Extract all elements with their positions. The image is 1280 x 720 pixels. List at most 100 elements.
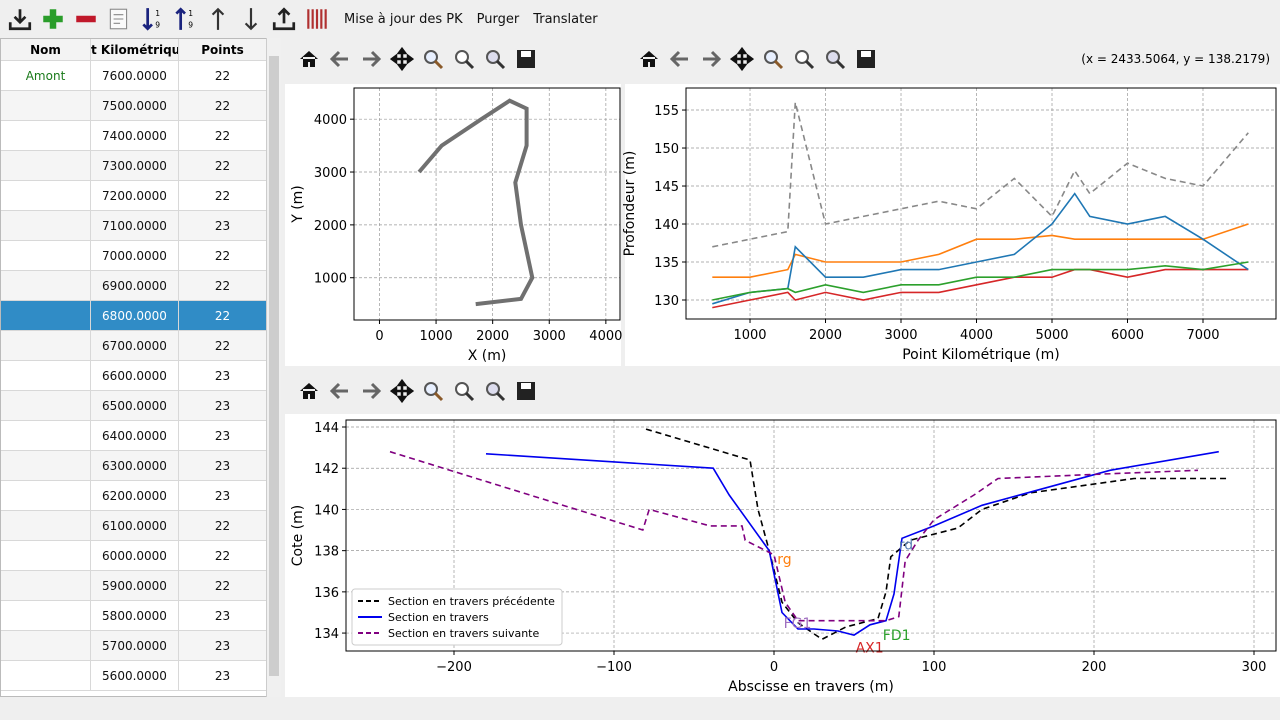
y-tick-label: 1000	[314, 272, 347, 287]
export[interactable]	[271, 6, 297, 32]
x-tick-label: 4000	[589, 329, 622, 344]
y-tick-label: 2000	[314, 219, 347, 234]
save[interactable]	[514, 47, 538, 71]
annotation: FD1	[883, 628, 911, 644]
table-row[interactable]: 6200.0000 23	[1, 481, 267, 511]
sort-up[interactable]: 19	[172, 6, 198, 32]
notes[interactable]	[106, 6, 132, 32]
y-tick-label: 130	[654, 294, 679, 309]
y-tick-label: 138	[314, 545, 339, 560]
pan[interactable]	[390, 47, 414, 71]
home[interactable]	[297, 47, 321, 71]
forward[interactable]	[359, 47, 383, 71]
forward[interactable]	[359, 379, 383, 403]
table-row[interactable]: 6400.0000 23	[1, 421, 267, 451]
profile-toolbar	[630, 40, 878, 78]
table-cell: 7300.0000	[91, 151, 179, 181]
table-cell	[1, 211, 91, 241]
y-tick-label: 144	[314, 421, 339, 436]
zoom-fit[interactable]	[483, 47, 507, 71]
pan[interactable]	[730, 47, 754, 71]
table-row[interactable]: 7000.0000 22	[1, 241, 267, 271]
zoom-one[interactable]	[452, 47, 476, 71]
table-cell: 6300.0000	[91, 451, 179, 481]
table-cell: 5900.0000	[91, 571, 179, 601]
y-axis-label: Y (m)	[290, 185, 306, 224]
series-line	[645, 428, 1230, 641]
table-row[interactable]: 7500.0000 22	[1, 91, 267, 121]
x-tick-label: 6000	[1111, 328, 1144, 343]
table-cell	[1, 481, 91, 511]
zoom-fit[interactable]	[483, 379, 507, 403]
table-cell: 6600.0000	[91, 361, 179, 391]
pan[interactable]	[390, 379, 414, 403]
table-row[interactable]: 6100.0000 22	[1, 511, 267, 541]
table-row[interactable]: 6500.0000 23	[1, 391, 267, 421]
table-row[interactable]: 6000.0000 22	[1, 541, 267, 571]
forward[interactable]	[699, 47, 723, 71]
zoom-fit[interactable]	[823, 47, 847, 71]
move-down[interactable]	[238, 6, 264, 32]
axes-frame	[353, 87, 621, 321]
x-tick-label: 0	[375, 329, 383, 344]
sort-down[interactable]: 19	[139, 6, 165, 32]
table-row[interactable]: 7200.0000 22	[1, 181, 267, 211]
zoom[interactable]	[761, 47, 785, 71]
table-row[interactable]: 6700.0000 22	[1, 331, 267, 361]
svg-text:1: 1	[188, 9, 193, 18]
zoom-one[interactable]	[792, 47, 816, 71]
table-row[interactable]: 5600.0000 23	[1, 661, 267, 691]
zoom-one[interactable]	[452, 379, 476, 403]
series-line	[485, 450, 1219, 636]
add[interactable]	[40, 6, 66, 32]
remove[interactable]	[73, 6, 99, 32]
series-line	[389, 450, 1199, 622]
table-cell: 6500.0000	[91, 391, 179, 421]
table-row[interactable]: 6300.0000 23	[1, 451, 267, 481]
back[interactable]	[328, 47, 352, 71]
table-row[interactable]: 6900.0000 22	[1, 271, 267, 301]
y-tick-label: 140	[654, 218, 679, 233]
table-row[interactable]: 6800.0000 22	[1, 301, 267, 331]
table-row[interactable]: 7400.0000 22	[1, 121, 267, 151]
import[interactable]	[7, 6, 33, 32]
x-tick-label: 3000	[533, 329, 566, 344]
home[interactable]	[637, 47, 661, 71]
scrollbar[interactable]	[266, 38, 281, 697]
table-cell	[1, 241, 91, 271]
table-cell	[1, 181, 91, 211]
save[interactable]	[854, 47, 878, 71]
x-tick-label: 200	[1082, 660, 1107, 675]
back[interactable]	[328, 379, 352, 403]
table-cell	[1, 631, 91, 661]
annotation: AX1	[856, 640, 884, 656]
scroll-thumb[interactable]	[269, 56, 279, 676]
home[interactable]	[297, 379, 321, 403]
table-row[interactable]: 5800.0000 23	[1, 601, 267, 631]
table-row[interactable]: 7100.0000 23	[1, 211, 267, 241]
table-cell: 6000.0000	[91, 541, 179, 571]
save[interactable]	[514, 379, 538, 403]
table-row[interactable]: 5900.0000 22	[1, 571, 267, 601]
table-row[interactable]: 7300.0000 22	[1, 151, 267, 181]
axes-frame	[345, 419, 1277, 652]
y-tick-label: 142	[314, 462, 339, 477]
toolbar-action[interactable]: Mise à jour des PK	[344, 11, 463, 27]
table-row[interactable]: Amont 7600.0000 22	[1, 61, 267, 91]
zoom[interactable]	[421, 47, 445, 71]
series-line	[712, 192, 1249, 305]
x-tick-label: 300	[1242, 660, 1267, 675]
back[interactable]	[668, 47, 692, 71]
table-cell: 7200.0000	[91, 181, 179, 211]
sections[interactable]	[304, 6, 330, 32]
zoom[interactable]	[421, 379, 445, 403]
table-cell	[1, 91, 91, 121]
toolbar-action[interactable]: Translater	[533, 11, 598, 27]
toolbar-action[interactable]: Purger	[476, 11, 520, 27]
move-up[interactable]	[205, 6, 231, 32]
table-cell: 6400.0000	[91, 421, 179, 451]
table-cell	[1, 601, 91, 631]
x-tick-label: 2000	[809, 328, 842, 343]
table-cell	[1, 151, 91, 181]
